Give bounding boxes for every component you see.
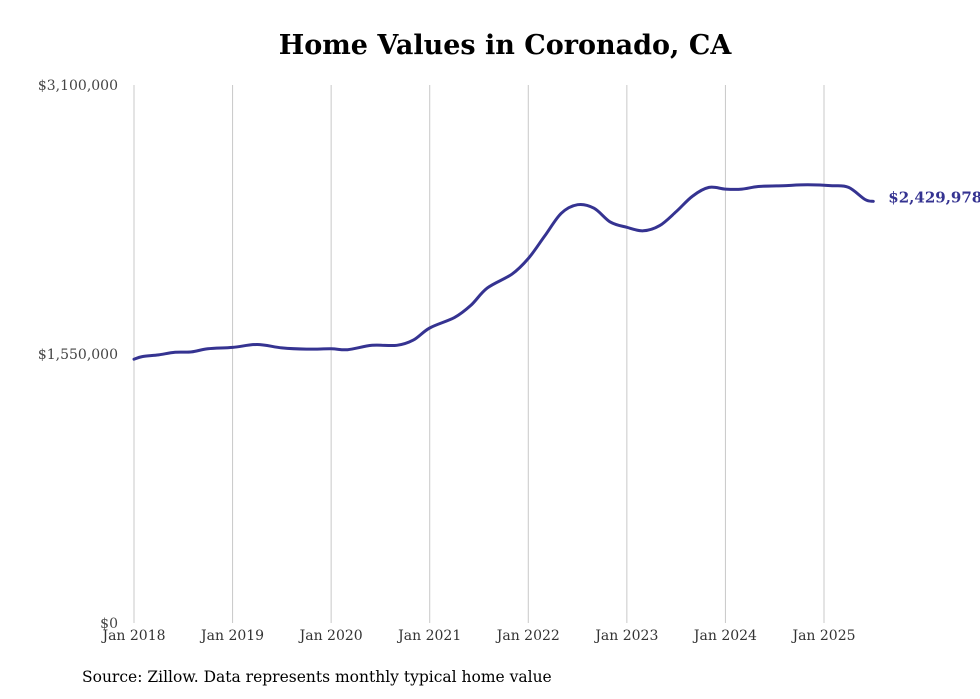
x-tick-label: Jan 2018: [100, 628, 165, 644]
source-note: Source: Zillow. Data represents monthly …: [82, 668, 552, 686]
y-tick-label: $0: [100, 616, 118, 632]
y-tick-label: $1,550,000: [38, 347, 118, 363]
x-tick-label: Jan 2021: [396, 628, 461, 644]
x-tick-label: Jan 2024: [692, 628, 757, 644]
y-tick-label: $3,100,000: [38, 78, 118, 94]
x-tick-label: Jan 2025: [790, 628, 855, 644]
x-axis-ticks: Jan 2018 Jan 2019 Jan 2020 Jan 2021 Jan 2022…: [100, 628, 855, 644]
y-axis-ticks: $0 $1,550,000 $3,100,000: [38, 78, 118, 632]
line-chart: $0$1,550,000$3,100,000 Jan 2018 Jan 2019 J…: [38, 78, 980, 644]
x-tick-label: Jan 2020: [298, 628, 363, 644]
series-layer: [132, 183, 875, 361]
home-value-line: [132, 183, 875, 361]
x-tick-label: Jan 2019: [199, 628, 264, 644]
grid-lines: [133, 85, 825, 623]
chart-title: Home Values in Coronado, CA: [278, 30, 732, 61]
x-tick-label: Jan 2022: [495, 628, 560, 644]
end-value-label-group: $2,429,978: [888, 188, 980, 206]
x-tick-label: Jan 2023: [593, 628, 658, 644]
end-value-label: $2,429,978: [888, 188, 980, 206]
